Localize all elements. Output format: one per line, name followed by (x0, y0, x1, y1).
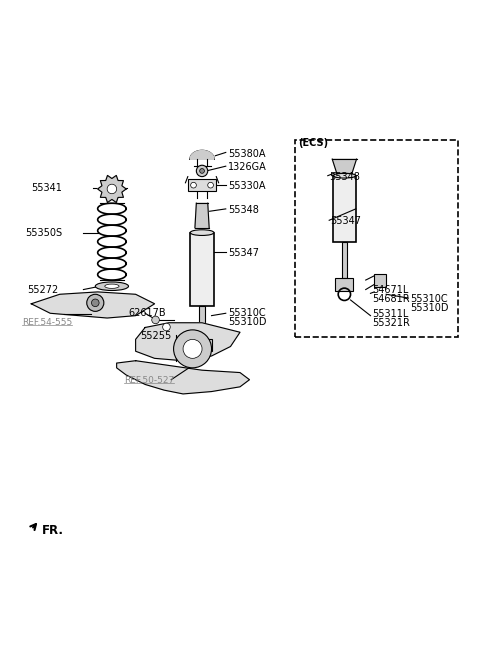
Circle shape (107, 184, 117, 194)
Polygon shape (97, 176, 126, 202)
Text: 55310D: 55310D (228, 317, 266, 327)
Circle shape (183, 339, 202, 358)
Text: 55272: 55272 (27, 284, 59, 295)
Text: 54681R: 54681R (372, 294, 409, 304)
Text: 55347: 55347 (228, 248, 259, 257)
Text: 54671L: 54671L (372, 286, 408, 295)
Ellipse shape (333, 174, 356, 178)
Polygon shape (195, 203, 209, 228)
Circle shape (191, 182, 196, 188)
Text: 62617B: 62617B (129, 309, 166, 318)
Circle shape (196, 165, 208, 177)
Bar (188, 179, 216, 191)
Text: REF.54-555: REF.54-555 (22, 318, 72, 328)
Text: 55321R: 55321R (372, 318, 410, 328)
Text: 55255: 55255 (140, 331, 172, 341)
Text: REF.50-527: REF.50-527 (124, 376, 174, 384)
Text: 55348: 55348 (228, 205, 259, 215)
Bar (199, 306, 205, 339)
Text: 55348: 55348 (329, 172, 360, 181)
Bar (190, 233, 214, 306)
Text: 1326GA: 1326GA (228, 162, 267, 172)
Bar (333, 176, 356, 242)
Text: 55310D: 55310D (410, 303, 448, 312)
Bar (192, 339, 212, 351)
Polygon shape (190, 151, 214, 159)
Text: 55310C: 55310C (228, 309, 266, 318)
Circle shape (200, 168, 204, 174)
Text: 55380A: 55380A (228, 149, 265, 159)
Circle shape (92, 299, 99, 307)
Polygon shape (117, 361, 250, 394)
FancyBboxPatch shape (295, 140, 458, 337)
Bar (374, 274, 386, 287)
Text: 55311L: 55311L (372, 309, 408, 319)
Text: 55310C: 55310C (410, 294, 447, 304)
Ellipse shape (190, 230, 214, 235)
Circle shape (199, 350, 205, 356)
Circle shape (87, 294, 104, 311)
Text: 55330A: 55330A (228, 181, 265, 191)
Polygon shape (31, 292, 155, 318)
Ellipse shape (105, 284, 119, 288)
Ellipse shape (96, 282, 129, 291)
Circle shape (163, 323, 170, 331)
Circle shape (174, 330, 212, 368)
Circle shape (208, 182, 214, 188)
Text: 55341: 55341 (31, 183, 62, 193)
Text: FR.: FR. (42, 524, 64, 537)
Polygon shape (332, 159, 357, 174)
Text: 55350S: 55350S (25, 227, 63, 238)
Circle shape (152, 316, 159, 324)
Bar (342, 242, 347, 278)
Text: 55347: 55347 (330, 216, 361, 226)
Text: (ECS): (ECS) (298, 138, 328, 149)
Bar (336, 278, 353, 291)
Polygon shape (136, 323, 240, 361)
